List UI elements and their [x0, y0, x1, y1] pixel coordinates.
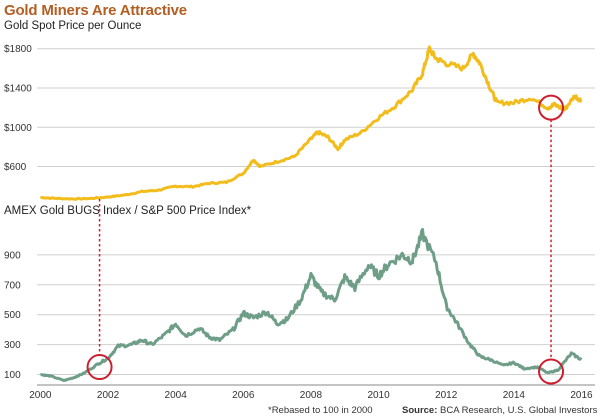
x-tick-label: 2014	[503, 390, 526, 401]
footnote: *Rebased to 100 in 2000	[268, 405, 373, 416]
bugs-ytick-label: 300	[4, 340, 21, 351]
gold-ytick-label: $1000	[4, 123, 32, 134]
gold-ytick-label: $1800	[4, 44, 32, 55]
x-tick-label: 2010	[367, 390, 390, 401]
bugs-ytick-label: 700	[4, 280, 21, 291]
gold-ytick-label: $1400	[4, 84, 32, 95]
gold-ytick-label: $600	[4, 162, 27, 173]
x-tick-label: 2008	[300, 390, 323, 401]
source-text: BCA Research, U.S. Global Investors	[440, 405, 598, 416]
x-tick-label: 2016	[570, 390, 593, 401]
x-tick-label: 2004	[165, 390, 188, 401]
bugs-ytick-label: 900	[4, 250, 21, 261]
source-note: Source: BCA Research, U.S. Global Invest…	[402, 405, 597, 416]
highlight-circle-bugs-2001	[86, 354, 113, 381]
x-tick-label: 2002	[97, 390, 120, 401]
source-label: Source:	[402, 405, 438, 416]
x-tick-label: 2000	[29, 390, 52, 401]
bugs-ytick-label: 500	[4, 310, 21, 321]
bugs-series-line	[39, 227, 583, 383]
gold-series-line	[40, 45, 583, 201]
highlight-circle-gold-2015	[538, 94, 565, 121]
bugs-ytick-label: 100	[4, 370, 21, 381]
chart-title: Gold Miners Are Attractive	[4, 2, 187, 19]
bugs-panel-title: AMEX Gold BUGS Index / S&P 500 Price Ind…	[4, 205, 252, 217]
x-tick-label: 2006	[232, 390, 255, 401]
gold-panel-title: Gold Spot Price per Ounce	[4, 20, 142, 32]
x-tick-label: 2012	[435, 390, 458, 401]
highlight-circle-bugs-2015	[538, 358, 565, 385]
